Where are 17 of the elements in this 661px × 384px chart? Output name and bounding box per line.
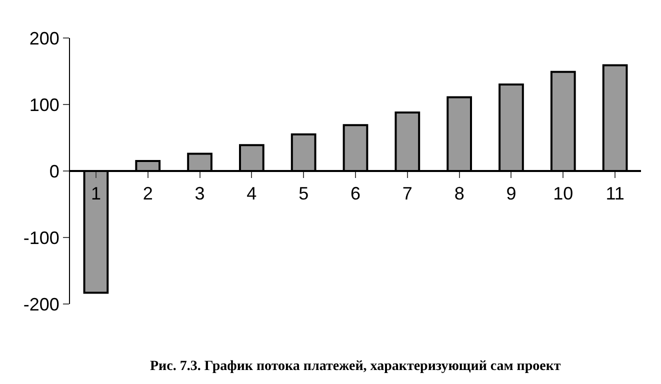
x-tick-label: 8 <box>454 184 464 204</box>
x-tick-label: 1 <box>90 184 101 204</box>
x-tick-label: 7 <box>402 184 412 204</box>
x-tick-label: 4 <box>246 184 257 204</box>
x-tick-label: 6 <box>350 184 361 204</box>
y-tick-label: 100 <box>29 94 60 115</box>
x-tick-label: 3 <box>194 184 205 204</box>
y-tick-label: -200 <box>23 294 60 314</box>
x-tick-label: 9 <box>506 184 516 204</box>
y-tick-label: 200 <box>29 28 60 48</box>
x-tick-label: 2 <box>142 184 153 204</box>
x-tick-label: 11 <box>606 184 624 204</box>
y-tick-label: 0 <box>49 161 60 182</box>
y-tick-label: -100 <box>23 228 60 248</box>
x-tick-label: 5 <box>298 184 309 204</box>
text: Рис. 7.3. График потока платежей, характеризующий сам проект <box>150 359 561 374</box>
x-tick-label: 10 <box>553 184 574 204</box>
